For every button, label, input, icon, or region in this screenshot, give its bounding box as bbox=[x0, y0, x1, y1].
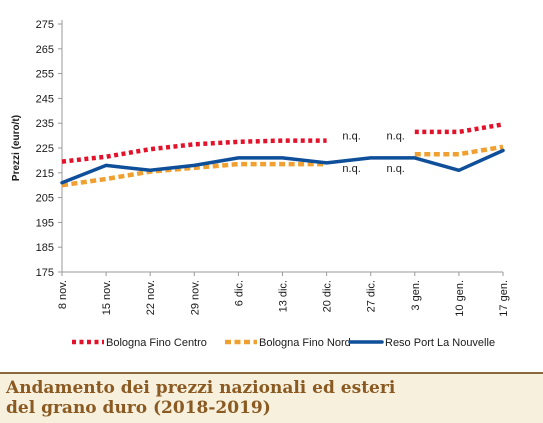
chart-area: Prezzi (euro/t) 175 185 195 205 215 225 235 245… bbox=[11, 19, 510, 349]
x-tick-label: 22 nov. bbox=[145, 280, 157, 315]
line-chart: Prezzi (euro/t) 175 185 195 205 215 225 235 245… bbox=[11, 19, 510, 349]
x-tick-label: 10 gen. bbox=[454, 280, 466, 317]
y-tick-label: 245 bbox=[36, 93, 54, 105]
y-axis-label-group: Prezzi (euro/t) bbox=[11, 115, 22, 181]
y-axis-label: Prezzi (euro/t) bbox=[11, 115, 22, 181]
x-tick-label: 3 gen. bbox=[410, 280, 422, 311]
annotation-nq: n.q. bbox=[342, 163, 360, 175]
y-tick-label: 215 bbox=[36, 168, 54, 180]
y-tick-label: 175 bbox=[36, 267, 54, 279]
annotation-group: n.q. n.q. n.q. n.q. bbox=[342, 131, 404, 175]
x-tick-label: 17 gen. bbox=[498, 280, 510, 317]
y-tick-label: 275 bbox=[36, 19, 54, 31]
caption-box: Andamento dei prezzi nazionali ed esteri… bbox=[0, 372, 543, 423]
series-line-3 bbox=[60, 148, 505, 185]
series-group bbox=[60, 122, 505, 188]
axes-group bbox=[61, 20, 503, 273]
y-tick-label: 205 bbox=[36, 193, 54, 205]
caption-line-2: del grano duro (2018-2019) bbox=[6, 398, 271, 418]
x-tick-label: 29 nov. bbox=[189, 280, 201, 315]
series-line-2 bbox=[414, 144, 504, 157]
caption-title: Andamento dei prezzi nazionali ed esteri… bbox=[6, 378, 536, 418]
series-line-2 bbox=[61, 161, 327, 188]
y-tick-label: 255 bbox=[36, 69, 54, 81]
y-tick-label: 185 bbox=[36, 242, 54, 254]
x-tick-label: 20 dic. bbox=[322, 280, 334, 312]
y-tick-label: 265 bbox=[36, 44, 54, 56]
legend: Bologna Fino Centro Bologna Fino Nord Reso… bbox=[72, 337, 495, 349]
annotation-nq: n.q. bbox=[342, 131, 360, 143]
series-line-1 bbox=[414, 122, 504, 135]
legend-label-3: Reso Port La Nouvelle bbox=[385, 337, 495, 349]
legend-label-2: Bologna Fino Nord bbox=[259, 337, 351, 349]
y-tick-label: 225 bbox=[36, 143, 54, 155]
caption-line-1: Andamento dei prezzi nazionali ed esteri bbox=[6, 378, 396, 398]
x-tick-label: 15 nov. bbox=[101, 280, 113, 315]
x-tick-label: 13 dic. bbox=[278, 280, 290, 312]
y-tick-label: 195 bbox=[36, 217, 54, 229]
x-tick-label: 8 nov. bbox=[57, 280, 69, 309]
legend-label-1: Bologna Fino Centro bbox=[106, 337, 207, 349]
y-tick-label: 235 bbox=[36, 118, 54, 130]
x-tick-label: 27 dic. bbox=[366, 280, 378, 312]
annotation-nq: n.q. bbox=[387, 163, 405, 175]
y-tick-group: 175 185 195 205 215 225 235 245 255 265 275 bbox=[36, 19, 62, 279]
x-tick-group: 8 nov. 15 nov. 22 nov. 29 nov. 6 dic. 13 dic.… bbox=[57, 272, 510, 317]
x-tick-label: 6 dic. bbox=[233, 280, 245, 306]
annotation-nq: n.q. bbox=[387, 131, 405, 143]
